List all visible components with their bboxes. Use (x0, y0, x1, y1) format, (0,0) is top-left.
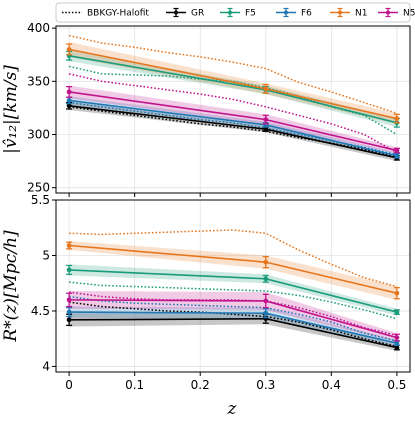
y-tick-label: 5 (42, 248, 50, 262)
point-N5 (263, 117, 269, 123)
band-GR (69, 313, 397, 351)
x-tick-label: 0.3 (256, 378, 275, 392)
point-N1 (263, 259, 269, 265)
legend-entry-F6: F6 (276, 7, 312, 19)
point-N5 (394, 335, 400, 340)
legend-marker-swatch (228, 10, 232, 15)
point-N1 (394, 116, 400, 121)
band-F6 (69, 306, 397, 347)
point-F5 (263, 276, 269, 282)
band-F5 (69, 264, 397, 316)
legend-label: BBKGY-Halofit (87, 9, 149, 19)
axes-frame (55, 25, 411, 194)
point-F5 (394, 309, 400, 315)
point-F6 (66, 309, 72, 315)
halofit-N5 (69, 291, 398, 337)
legend-label: F6 (301, 9, 312, 19)
point-GR (66, 317, 72, 323)
y-tick-label: 250 (27, 181, 50, 195)
point-GR (263, 126, 269, 132)
point-N1 (394, 290, 400, 296)
point-N5 (66, 89, 72, 95)
band-N1 (69, 241, 397, 300)
halofit-N1 (68, 34, 398, 114)
legend-marker-swatch (284, 10, 288, 15)
point-F6 (263, 310, 269, 316)
halofit-F6 (69, 295, 398, 342)
x-tick-label: 0.4 (322, 378, 341, 392)
x-tick-label: 0 (65, 378, 73, 392)
halofit-GR (69, 106, 398, 158)
y-axis-label: |v̂₁₂|[km/s] (1, 65, 21, 154)
halofit-GR (69, 301, 398, 348)
point-N5 (394, 148, 400, 153)
band-GR (69, 101, 397, 162)
y-tick-label: 4 (42, 359, 50, 373)
panel-bottom-radius: 0 0.1 0.2 0.3 0.4 0.5 4 4.5 5 5.5 R*(z)[Mpc/h] (1, 193, 411, 392)
legend-entry-bbkgy: BBKGY-Halofit (62, 9, 149, 19)
halofit-F5 (69, 281, 398, 320)
legend-entry-N5: N5 (378, 7, 415, 19)
x-tick-label: 0.5 (387, 378, 406, 392)
point-N1 (66, 47, 72, 52)
point-N5 (66, 297, 72, 303)
point-F6 (394, 153, 400, 159)
y-tick-label: 4.5 (31, 304, 50, 318)
point-F6 (394, 340, 400, 346)
point-GR (66, 103, 72, 109)
y-tick-label: 400 (27, 21, 50, 35)
legend-label: GR (191, 9, 204, 19)
halofit-N1 (69, 229, 398, 288)
y-tick-label: 300 (27, 127, 50, 141)
legend-label: F5 (245, 9, 256, 19)
legend-label: N5 (403, 9, 415, 19)
legend-marker-swatch (174, 10, 178, 15)
point-GR (394, 345, 400, 350)
legend-marker-swatch (386, 10, 390, 15)
halofit-F6 (69, 101, 398, 156)
x-tick-label: 0.2 (191, 378, 210, 392)
halofit-N5 (68, 73, 398, 154)
x-axis-label: z (227, 399, 238, 419)
band-N5 (69, 85, 397, 154)
legend-label: N1 (355, 9, 367, 19)
point-N1 (263, 86, 269, 92)
point-F5 (66, 267, 72, 273)
band-F6 (69, 96, 397, 159)
legend-marker-swatch (338, 10, 342, 15)
panel-top-velocity: 250 300 350 400 |v̂₁₂|[km/s] (1, 21, 411, 197)
legend-entry-GR: GR (166, 7, 204, 19)
legend-entry-F5: F5 (220, 7, 256, 19)
legend: BBKGY-Halofit GR F5 F6 N1 N5 (55, 2, 415, 23)
band-N5 (69, 290, 397, 343)
y-axis-label: R*(z)[Mpc/h] (1, 230, 21, 343)
legend-entry-N1: N1 (330, 7, 367, 19)
x-tick-label: 0.1 (125, 378, 144, 392)
point-N5 (263, 298, 269, 304)
point-N1 (66, 243, 72, 248)
y-tick-label: 5.5 (31, 193, 50, 207)
point-F6 (66, 98, 72, 103)
y-tick-label: 350 (27, 74, 50, 88)
axes-frame (55, 199, 411, 373)
